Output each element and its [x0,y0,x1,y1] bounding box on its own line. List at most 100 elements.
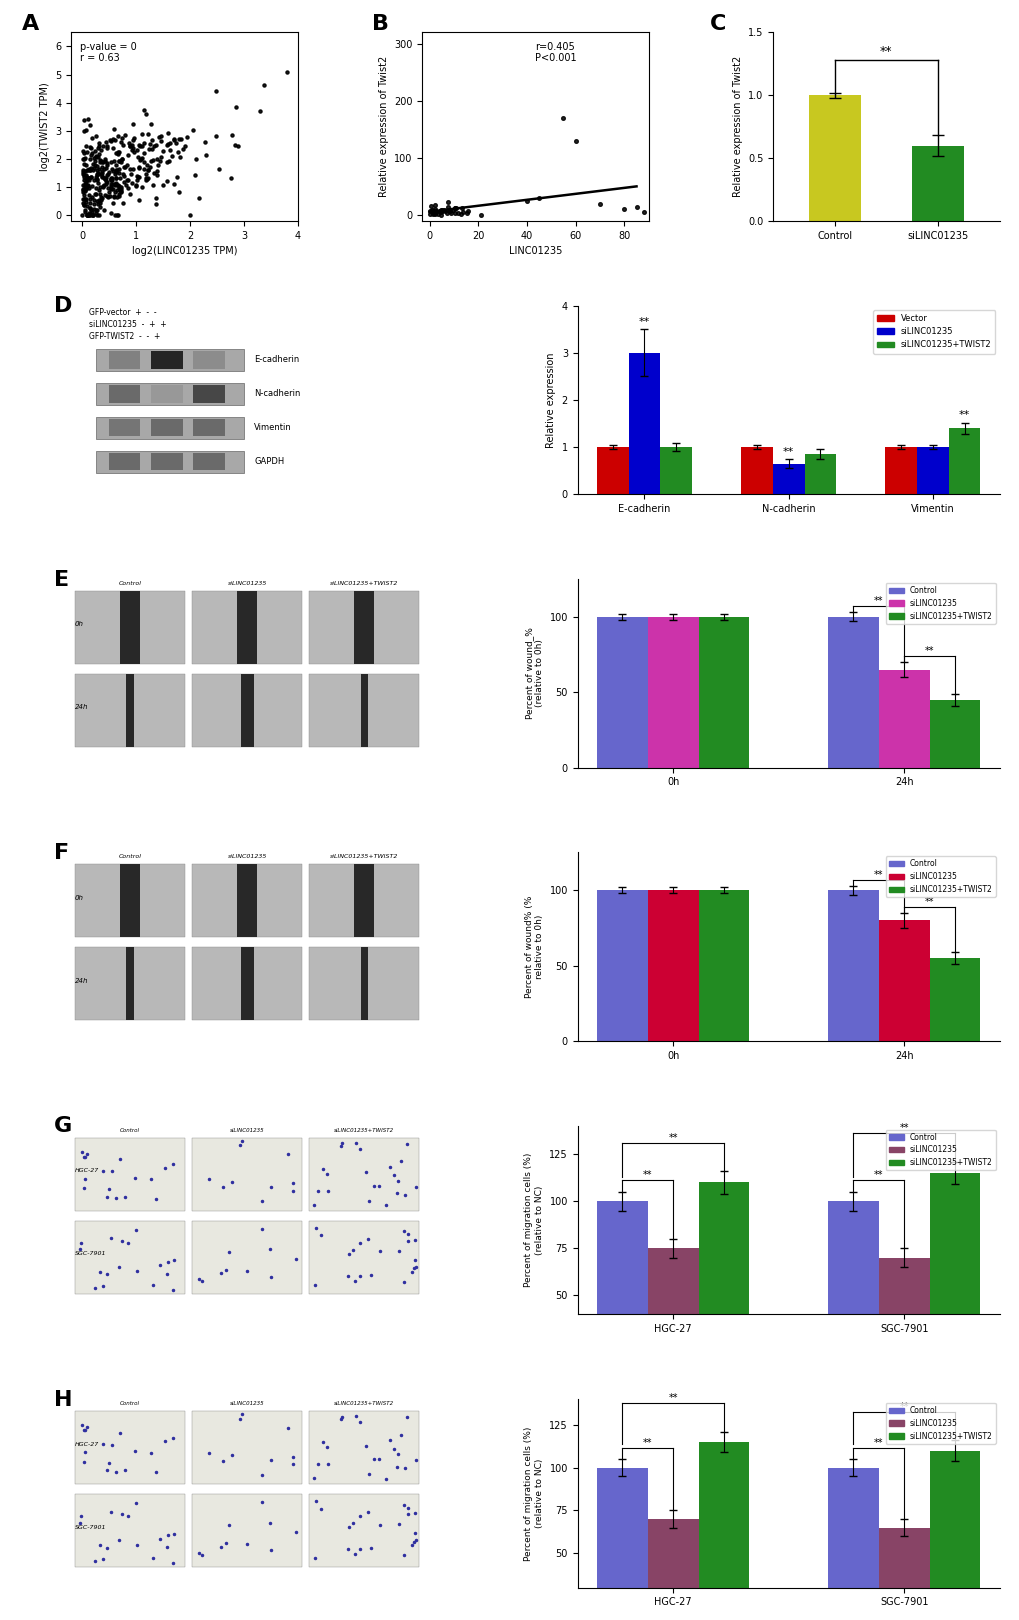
Point [102,128,118,154]
Point [145,172,161,198]
Point [159,168,175,194]
Point [140,157,156,183]
Point [84,125,100,151]
Point [108,183,124,209]
Point [438,199,454,225]
Point [426,201,442,227]
Point [628,194,644,220]
Point [140,165,156,191]
Point [90,191,106,217]
Point [111,173,127,199]
Text: HGC-27: HGC-27 [74,1442,99,1447]
Bar [151,386,182,402]
Point [110,202,126,228]
Point [118,172,135,198]
Point [98,130,114,156]
Point [77,162,94,188]
Point [127,172,144,198]
Point [89,202,105,228]
Point [102,167,118,193]
Bar [741,447,772,494]
Point [150,152,166,178]
Point [91,130,107,156]
Point [223,123,239,149]
Point [442,199,459,225]
Text: siLINC01235: siLINC01235 [227,854,267,859]
Point [426,199,442,225]
Point [452,201,469,227]
Text: **: ** [899,1401,908,1413]
Bar [192,1494,302,1567]
Point [79,105,96,131]
Point [120,175,137,201]
Point [82,157,98,183]
Point [103,175,119,201]
Point [74,191,91,217]
Point [107,172,123,198]
Text: C: C [709,13,726,34]
Text: siLINC01235+TWIST2: siLINC01235+TWIST2 [334,1401,394,1406]
Text: **: ** [642,1439,652,1448]
Point [91,202,107,228]
Point [108,165,124,191]
Point [117,154,133,180]
Text: siLINC01235+TWIST2: siLINC01235+TWIST2 [330,854,398,859]
Text: F: F [54,842,69,863]
Point [76,151,93,177]
Text: **: ** [642,1170,652,1181]
Point [168,164,184,190]
Point [105,134,121,160]
Point [75,183,92,209]
Bar [916,447,948,494]
Point [422,201,438,227]
Point [120,130,137,156]
Point [166,126,182,152]
Point [82,112,98,138]
Bar [698,1442,749,1620]
Point [75,160,92,186]
Point [78,139,95,165]
Point [107,170,123,196]
Point [91,177,107,202]
Point [75,177,92,202]
Point [108,139,124,165]
Point [121,181,138,207]
Point [76,196,93,222]
Point [155,138,171,164]
Text: siLINC01235  -  +  +: siLINC01235 - + + [89,319,166,329]
Point [81,157,97,183]
Point [81,156,97,181]
Point [96,196,112,222]
Point [77,190,94,215]
Bar [74,1220,184,1293]
Point [153,123,169,149]
Point [88,144,104,170]
Point [554,105,571,131]
Point [178,123,195,149]
Point [191,185,207,211]
Point [98,165,114,191]
Point [425,201,441,227]
Point [82,157,98,183]
Point [111,165,127,191]
Point [87,181,103,207]
Point [95,149,111,175]
Bar [192,863,302,938]
Point [102,183,118,209]
Bar [309,1494,419,1567]
Bar [772,463,804,494]
Point [84,173,100,199]
Point [89,188,105,214]
Bar [355,591,374,664]
Point [101,178,117,204]
Bar [596,889,647,1042]
Text: N-cadherin: N-cadherin [254,389,301,399]
Point [615,196,632,222]
Point [88,164,104,190]
Text: Vimentin: Vimentin [254,423,291,433]
Point [95,133,111,159]
Point [90,144,106,170]
Point [139,167,155,193]
Bar [878,1528,928,1620]
Bar [96,416,244,439]
